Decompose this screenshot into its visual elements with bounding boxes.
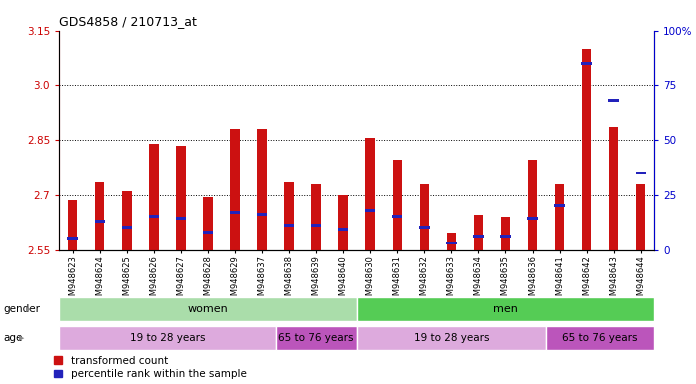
- Bar: [608, 99, 619, 102]
- Bar: [581, 62, 592, 65]
- Bar: [528, 160, 537, 250]
- Bar: [554, 204, 564, 207]
- Bar: [500, 217, 510, 250]
- Text: 65 to 76 years: 65 to 76 years: [278, 333, 354, 343]
- Bar: [357, 326, 546, 350]
- Text: 19 to 28 years: 19 to 28 years: [129, 333, 205, 343]
- Bar: [258, 129, 267, 250]
- Bar: [500, 235, 511, 238]
- Bar: [393, 160, 402, 250]
- Bar: [95, 220, 105, 223]
- Bar: [338, 195, 348, 250]
- Bar: [149, 215, 159, 218]
- Bar: [473, 235, 484, 238]
- Bar: [365, 138, 375, 250]
- Bar: [420, 184, 429, 250]
- Text: women: women: [187, 304, 228, 314]
- Bar: [203, 197, 213, 250]
- Text: GDS4858 / 210713_at: GDS4858 / 210713_at: [59, 15, 197, 28]
- Bar: [149, 144, 159, 250]
- Bar: [122, 226, 132, 229]
- Text: 65 to 76 years: 65 to 76 years: [562, 333, 638, 343]
- Bar: [446, 242, 457, 245]
- Bar: [230, 129, 239, 250]
- Bar: [311, 184, 321, 250]
- Bar: [365, 209, 375, 212]
- Legend: transformed count, percentile rank within the sample: transformed count, percentile rank withi…: [54, 356, 246, 379]
- Bar: [546, 326, 654, 350]
- Bar: [392, 215, 402, 218]
- Bar: [635, 172, 646, 174]
- Bar: [176, 146, 186, 250]
- Text: ▶: ▶: [19, 335, 24, 341]
- Bar: [357, 297, 654, 321]
- Bar: [122, 191, 132, 250]
- Text: age: age: [3, 333, 23, 343]
- Bar: [276, 326, 357, 350]
- Text: gender: gender: [3, 304, 40, 314]
- Bar: [230, 211, 240, 214]
- Bar: [95, 182, 104, 250]
- Text: 19 to 28 years: 19 to 28 years: [413, 333, 489, 343]
- Bar: [59, 297, 357, 321]
- Bar: [555, 184, 564, 250]
- Bar: [203, 231, 213, 233]
- Text: men: men: [493, 304, 518, 314]
- Bar: [338, 228, 349, 231]
- Bar: [609, 127, 619, 250]
- Text: ▶: ▶: [26, 306, 31, 312]
- Bar: [284, 224, 294, 227]
- Bar: [285, 182, 294, 250]
- Bar: [175, 217, 186, 220]
- Bar: [68, 200, 77, 250]
- Bar: [636, 184, 645, 250]
- Bar: [311, 224, 322, 227]
- Bar: [257, 213, 267, 216]
- Bar: [474, 215, 483, 250]
- Bar: [582, 49, 592, 250]
- Bar: [447, 233, 456, 250]
- Bar: [68, 237, 78, 240]
- Bar: [528, 217, 538, 220]
- Bar: [59, 326, 276, 350]
- Bar: [419, 226, 429, 229]
